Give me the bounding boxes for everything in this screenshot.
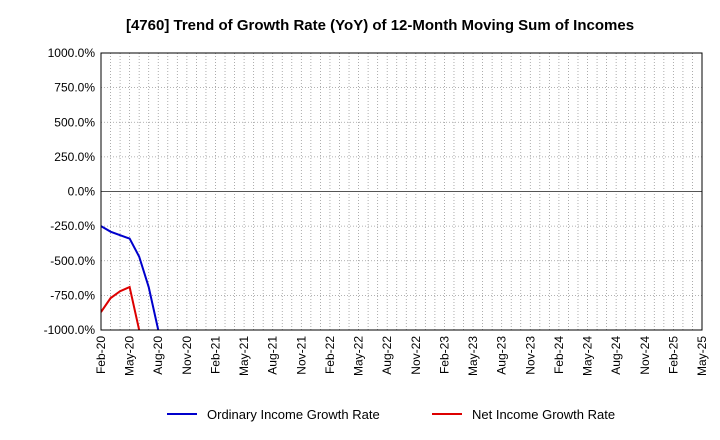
x-tick-label: Feb-20	[94, 336, 108, 374]
x-tick-label: May-21	[237, 336, 251, 376]
x-tick-label: Feb-21	[208, 336, 222, 374]
y-tick-label: 0.0%	[68, 185, 96, 199]
x-tick-label: Aug-20	[151, 336, 165, 375]
y-tick-label: 500.0%	[54, 115, 95, 129]
y-axis-tick-labels: 1000.0% 750.0% 500.0% 250.0% 0.0% -250.0% -500…	[44, 46, 96, 337]
x-tick-label: Feb-23	[437, 336, 451, 374]
legend: Ordinary Income Growth Rate Net Income Gr…	[167, 407, 615, 422]
x-tick-label: Nov-22	[409, 336, 423, 375]
y-tick-label: 750.0%	[54, 81, 95, 95]
legend-label-1: Ordinary Income Growth Rate	[207, 407, 380, 422]
x-tick-label: Nov-21	[294, 336, 308, 375]
y-tick-label: 250.0%	[54, 150, 95, 164]
y-tick-label: 1000.0%	[48, 46, 96, 60]
x-tick-label: May-22	[352, 336, 366, 376]
x-tick-label: Aug-23	[495, 336, 509, 375]
x-tick-label: Aug-22	[380, 336, 394, 375]
y-tick-label: -1000.0%	[44, 323, 96, 337]
horizontal-gridlines	[101, 87, 702, 296]
x-tick-label: Aug-21	[266, 336, 280, 375]
x-tick-label: May-24	[581, 336, 595, 376]
chart-title: [4760] Trend of Growth Rate (YoY) of 12-…	[126, 17, 634, 34]
x-tick-label: Feb-22	[323, 336, 337, 374]
series-line-2	[101, 285, 141, 330]
x-tick-label: Feb-25	[666, 336, 680, 374]
x-tick-label: May-20	[123, 336, 137, 376]
y-tick-label: -750.0%	[50, 288, 95, 302]
x-axis-tick-labels: Feb-20 May-20 Aug-20 Nov-20 Feb-21 May-21 Aug-…	[94, 336, 709, 376]
y-tick-label: -500.0%	[50, 254, 95, 268]
series-line-1	[101, 225, 160, 330]
x-tick-label: May-23	[466, 336, 480, 376]
x-tick-label: Nov-24	[638, 336, 652, 375]
x-tick-label: Feb-24	[552, 336, 566, 374]
series-layer	[101, 225, 160, 330]
plot-border	[100, 52, 703, 331]
x-tick-label: Nov-20	[180, 336, 194, 375]
x-tick-label: May-25	[695, 336, 709, 376]
legend-label-2: Net Income Growth Rate	[472, 407, 615, 422]
x-tick-label: Aug-24	[609, 336, 623, 375]
x-tick-label: Nov-23	[523, 336, 537, 375]
y-tick-label: -250.0%	[50, 219, 95, 233]
